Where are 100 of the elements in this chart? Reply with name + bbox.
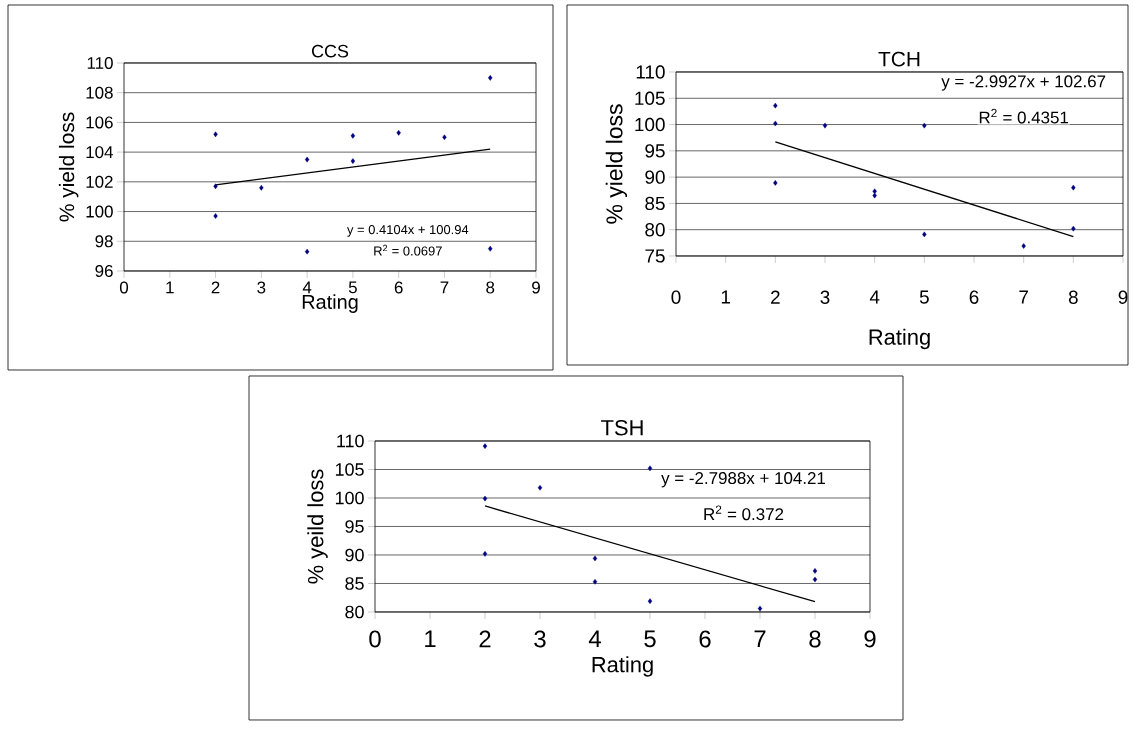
- point: [1071, 225, 1076, 232]
- x-tick-label: 7: [754, 630, 766, 647]
- x-tick-label: 7: [440, 281, 449, 294]
- y-tick-label: 102: [86, 175, 113, 188]
- y-tick-label: 75: [645, 249, 665, 263]
- y-tick-label: 105: [335, 463, 364, 476]
- point: [488, 75, 493, 81]
- chart-title: TCH: [878, 51, 920, 67]
- point: [592, 578, 598, 585]
- x-tick-label: 3: [534, 630, 546, 648]
- point: [442, 134, 447, 141]
- x-tick-label: 9: [532, 281, 540, 294]
- point: [1071, 184, 1076, 191]
- point: [822, 122, 828, 129]
- x-tick-label: 1: [425, 630, 436, 647]
- point: [773, 180, 778, 186]
- x-tick-label: 8: [809, 630, 821, 648]
- x-tick-label: 9: [1118, 290, 1128, 304]
- x-tick-label: 6: [969, 290, 979, 304]
- x-tick-label: 2: [479, 630, 491, 648]
- annotation: R$^{2}$ = 0.372: [704, 505, 784, 521]
- point: [872, 192, 877, 199]
- y-tick-label: 105: [635, 91, 665, 105]
- point: [488, 245, 493, 252]
- x-tick-label: 4: [588, 630, 601, 647]
- x-tick-label: 0: [369, 630, 381, 648]
- x-tick-label: 5: [348, 281, 357, 294]
- y-tick-label: 100: [335, 491, 364, 505]
- y-tick-label: 85: [345, 577, 364, 590]
- y-tick-label: 80: [645, 222, 665, 237]
- annotation: R$^{2}$ = 0.0697: [374, 244, 442, 256]
- point: [872, 188, 877, 195]
- point: [1021, 243, 1026, 249]
- point: [647, 465, 653, 472]
- y-tick-label: 106: [86, 116, 113, 129]
- point: [396, 130, 401, 136]
- y-tick-label: 98: [95, 235, 113, 248]
- point: [482, 551, 488, 557]
- y-axis-title: % yield loss: [605, 104, 628, 224]
- point: [304, 248, 310, 255]
- x-tick-label: 3: [257, 281, 266, 294]
- x-tick-label: 1: [166, 281, 174, 294]
- point: [350, 132, 356, 139]
- chart-title: TSH: [601, 419, 643, 436]
- point: [922, 231, 927, 238]
- y-axis-title: % yeild loss: [307, 469, 328, 584]
- x-tick-label: 1: [721, 290, 731, 304]
- point: [213, 131, 218, 138]
- point: [812, 576, 818, 583]
- annotation: y = -2.7988x + 104.21: [661, 472, 826, 488]
- point: [537, 484, 543, 491]
- x-tick-label: 2: [211, 281, 220, 294]
- point: [592, 555, 598, 562]
- x-tick-label: 6: [699, 630, 711, 648]
- x-tick-label: 7: [1019, 290, 1028, 304]
- annotation: y = -2.9927x + 102.67: [941, 75, 1106, 91]
- y-tick-label: 95: [345, 520, 364, 533]
- x-tick-label: 9: [864, 630, 876, 648]
- y-tick-label: 90: [645, 170, 665, 184]
- x-tick-label: 4: [869, 290, 880, 304]
- y-tick-label: 110: [337, 434, 364, 448]
- y-tick-label: 95: [645, 144, 665, 158]
- y-tick-label: 108: [86, 86, 113, 99]
- point: [773, 102, 778, 109]
- x-tick-label: 8: [1068, 290, 1078, 304]
- point: [647, 598, 653, 604]
- point: [482, 495, 488, 502]
- point: [213, 183, 218, 190]
- point: [259, 184, 264, 191]
- y-tick-label: 80: [345, 605, 364, 619]
- y-tick-label: 100: [86, 205, 113, 218]
- x-axis-title: Rating: [869, 328, 930, 350]
- y-tick-label: 104: [86, 146, 113, 159]
- x-tick-label: 0: [119, 281, 129, 294]
- x-tick-label: 5: [644, 630, 656, 648]
- y-tick-label: 90: [345, 548, 364, 562]
- x-tick-label: 2: [771, 290, 780, 304]
- x-tick-label: 0: [671, 290, 681, 304]
- annotation: y = 0.4104x + 100.94: [347, 225, 469, 237]
- y-tick-label: 110: [87, 56, 113, 69]
- point: [482, 443, 488, 449]
- x-tick-label: 4: [302, 281, 312, 294]
- y-tick-label: 85: [645, 196, 665, 211]
- y-tick-label: 100: [635, 117, 665, 132]
- chart-title: CCS: [311, 44, 349, 58]
- point: [922, 122, 927, 129]
- y-axis-title: % yield loss: [58, 112, 79, 222]
- point: [304, 156, 310, 163]
- point: [213, 213, 218, 219]
- x-tick-label: 3: [820, 290, 830, 304]
- x-axis-title: Rating: [302, 294, 358, 313]
- x-axis-title: Rating: [592, 656, 653, 677]
- x-tick-label: 5: [919, 290, 929, 304]
- point: [812, 568, 818, 574]
- point: [350, 158, 356, 164]
- annotation: R$^{2}$ = 0.4351: [979, 108, 1069, 124]
- x-tick-label: 6: [394, 281, 403, 294]
- point: [773, 120, 778, 127]
- x-tick-label: 8: [486, 281, 495, 294]
- point: [757, 605, 763, 612]
